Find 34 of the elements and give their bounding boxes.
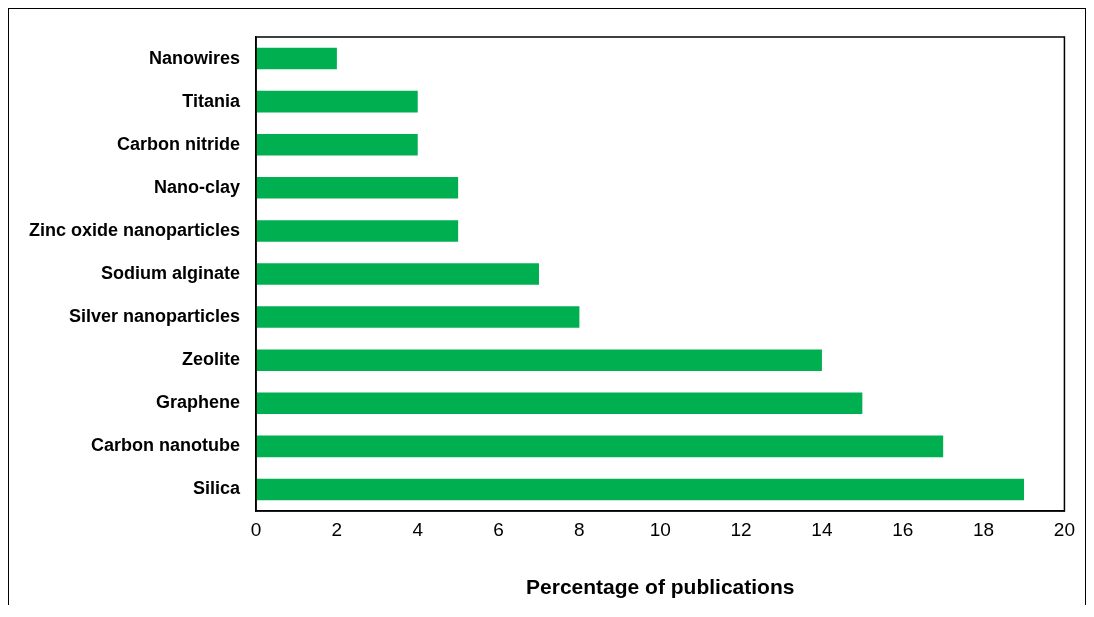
y-tick-label: Titania: [182, 90, 242, 111]
y-tick-label: Sodium alginate: [101, 262, 241, 283]
x-tick-label: 6: [493, 518, 504, 540]
x-tick-label: 14: [811, 518, 833, 540]
x-tick-label: 2: [331, 518, 343, 540]
y-tick-label: Silica: [193, 478, 242, 499]
x-tick-label: 16: [892, 518, 914, 540]
x-tick-label: 18: [973, 518, 995, 540]
bar: [256, 263, 539, 285]
x-tick-label: 12: [730, 518, 752, 540]
bar: [256, 478, 1025, 501]
x-tick-label: 8: [574, 518, 585, 540]
y-tick-label: Nano-clay: [154, 176, 241, 197]
bar: [256, 47, 337, 70]
bar: [256, 133, 418, 156]
bar: [256, 90, 418, 113]
y-tick-label: Silver nanoparticles: [68, 306, 241, 327]
y-tick-label: Nanowires: [149, 47, 241, 68]
x-tick-label: 0: [250, 518, 262, 540]
bar: [256, 435, 944, 458]
x-tick-label: 10: [649, 518, 671, 540]
y-tick-label: Graphene: [156, 392, 241, 413]
x-tick-label: 4: [412, 518, 424, 540]
y-tick-label: Carbon nitride: [117, 133, 241, 154]
y-tick-label: Zeolite: [182, 349, 241, 370]
bar: [256, 392, 863, 415]
bar: [256, 306, 580, 328]
y-tick-label: Zinc oxide nanoparticles: [28, 219, 241, 240]
bar: [256, 220, 459, 242]
x-axis-title: Percentage of publications: [526, 575, 795, 599]
x-tick-label: 20: [1053, 518, 1075, 540]
y-tick-label: Carbon nanotube: [91, 435, 241, 456]
bar: [256, 177, 459, 199]
bar: [256, 349, 822, 371]
